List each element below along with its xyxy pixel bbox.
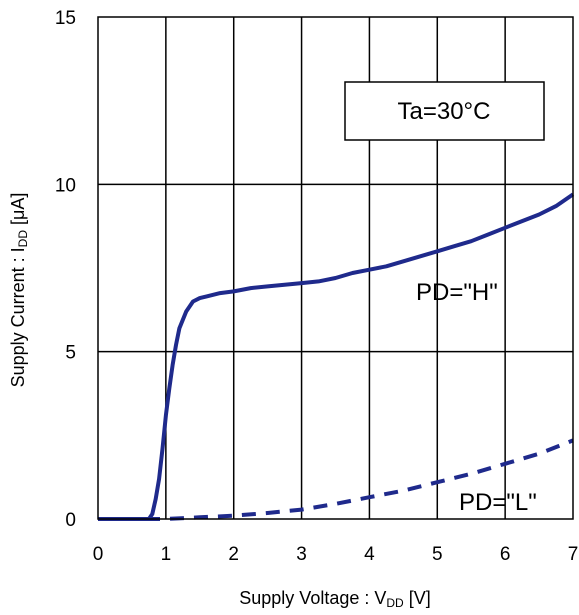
x-axis-label-main: Supply Voltage : V: [239, 588, 386, 608]
y-axis-label-sub: DD: [16, 230, 30, 248]
y-axis-label-unit: [μA]: [8, 193, 28, 230]
x-tick-label: 5: [432, 544, 443, 565]
x-axis-label-sub: DD: [386, 596, 404, 610]
series-h-label: PD="H": [416, 279, 498, 306]
tick-labels: 0 1 2 3 4 5 6 7 0 5 10 15: [55, 8, 578, 565]
condition-label: Ta=30°C: [398, 98, 491, 125]
x-tick-label: 1: [161, 544, 172, 565]
series-line-pd-l: [98, 438, 574, 521]
y-tick-label: 0: [65, 510, 76, 531]
x-tick-label: 6: [500, 544, 511, 565]
y-axis-label-main: Supply Current : I: [8, 247, 28, 387]
y-tick-label: 10: [55, 175, 76, 196]
x-tick-label: 3: [296, 544, 307, 565]
condition-box-frame: [344, 81, 545, 141]
x-tick-label: 4: [364, 544, 375, 565]
series-line-pd-h: [98, 192, 575, 521]
x-axis-label-unit: [V]: [404, 588, 431, 608]
y-axis-label: Supply Current : IDD [μA]: [8, 193, 30, 388]
series-l-label: PD="L": [459, 489, 537, 516]
plot-frame: [97, 16, 574, 520]
condition-box: Ta=30°C: [344, 81, 545, 141]
y-tick-label: 15: [55, 8, 76, 29]
y-tick-label: 5: [65, 343, 76, 364]
x-tick-label: 7: [568, 544, 579, 565]
x-tick-label: 2: [228, 544, 239, 565]
x-axis-label: Supply Voltage : VDD [V]: [239, 588, 430, 610]
series-layer: [98, 192, 575, 521]
x-tick-label: 0: [93, 544, 104, 565]
